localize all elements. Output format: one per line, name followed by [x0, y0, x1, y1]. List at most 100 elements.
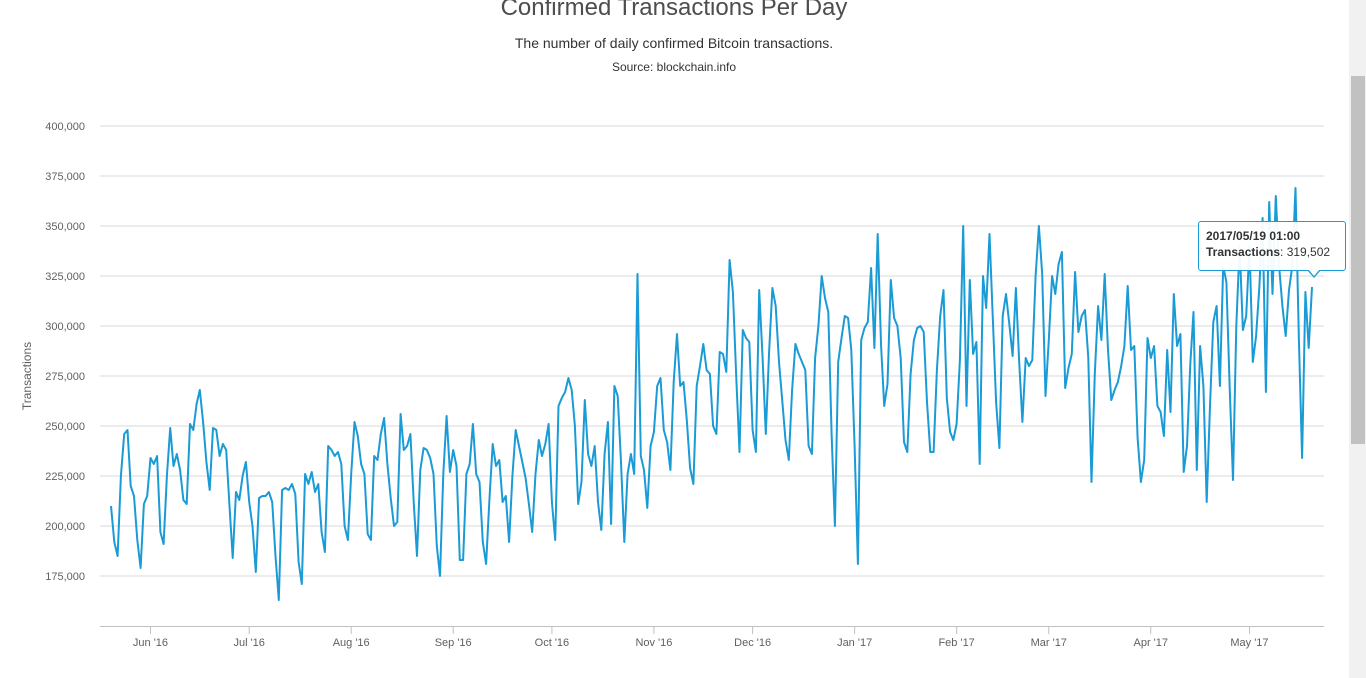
data-point[interactable]: [1182, 470, 1186, 474]
data-point[interactable]: [290, 482, 294, 486]
data-point[interactable]: [902, 440, 906, 444]
data-point[interactable]: [787, 458, 791, 462]
data-point[interactable]: [570, 388, 574, 392]
data-point[interactable]: [1155, 404, 1159, 408]
data-point[interactable]: [586, 452, 590, 456]
data-point[interactable]: [675, 332, 679, 336]
data-point[interactable]: [310, 470, 314, 474]
data-point[interactable]: [471, 422, 475, 426]
data-point[interactable]: [790, 388, 794, 392]
data-point[interactable]: [678, 384, 682, 388]
data-point[interactable]: [122, 432, 126, 436]
data-point[interactable]: [241, 474, 245, 478]
data-point[interactable]: [330, 448, 334, 452]
data-point[interactable]: [1096, 304, 1100, 308]
data-point[interactable]: [721, 352, 725, 356]
data-point[interactable]: [662, 428, 666, 432]
data-point[interactable]: [270, 500, 274, 504]
data-point[interactable]: [1047, 338, 1051, 342]
data-point[interactable]: [1142, 458, 1146, 462]
data-point[interactable]: [1116, 380, 1120, 384]
data-point[interactable]: [701, 342, 705, 346]
data-point[interactable]: [991, 316, 995, 320]
data-point[interactable]: [415, 554, 419, 558]
data-point[interactable]: [803, 368, 807, 372]
data-point[interactable]: [655, 384, 659, 388]
data-point[interactable]: [1172, 292, 1176, 296]
data-point[interactable]: [198, 388, 202, 392]
data-point[interactable]: [984, 306, 988, 310]
data-point[interactable]: [267, 490, 271, 494]
data-point[interactable]: [695, 384, 699, 388]
data-point[interactable]: [593, 444, 597, 448]
data-point[interactable]: [510, 474, 514, 478]
data-point[interactable]: [922, 330, 926, 334]
data-point[interactable]: [1307, 346, 1311, 350]
data-point[interactable]: [527, 502, 531, 506]
data-point[interactable]: [359, 462, 363, 466]
data-point[interactable]: [1109, 398, 1113, 402]
data-point[interactable]: [557, 404, 561, 408]
data-point[interactable]: [237, 498, 241, 502]
data-point[interactable]: [951, 438, 955, 442]
data-point[interactable]: [747, 340, 751, 344]
data-point[interactable]: [1014, 286, 1018, 290]
data-point[interactable]: [770, 286, 774, 290]
data-point[interactable]: [751, 428, 755, 432]
data-point[interactable]: [461, 558, 465, 562]
data-point[interactable]: [1274, 194, 1278, 198]
scrollbar-thumb[interactable]: [1351, 76, 1365, 444]
data-point[interactable]: [231, 556, 235, 560]
data-point[interactable]: [251, 524, 255, 528]
data-point[interactable]: [872, 346, 876, 350]
data-point[interactable]: [688, 466, 692, 470]
data-point[interactable]: [1070, 352, 1074, 356]
data-point[interactable]: [629, 452, 633, 456]
data-point[interactable]: [547, 422, 551, 426]
data-point[interactable]: [168, 426, 172, 430]
data-point[interactable]: [418, 468, 422, 472]
data-point[interactable]: [389, 496, 393, 500]
data-point[interactable]: [109, 504, 113, 508]
data-point[interactable]: [162, 542, 166, 546]
data-point[interactable]: [1241, 328, 1245, 332]
data-point[interactable]: [1113, 388, 1117, 392]
data-point[interactable]: [349, 472, 353, 476]
data-point[interactable]: [139, 566, 143, 570]
data-point[interactable]: [293, 492, 297, 496]
data-point[interactable]: [668, 468, 672, 472]
data-point[interactable]: [774, 304, 778, 308]
data-point[interactable]: [119, 474, 123, 478]
data-point[interactable]: [724, 370, 728, 374]
data-point[interactable]: [863, 326, 867, 330]
data-point[interactable]: [606, 420, 610, 424]
data-point[interactable]: [1310, 285, 1314, 289]
data-point[interactable]: [1060, 250, 1064, 254]
data-point[interactable]: [905, 450, 909, 454]
data-point[interactable]: [208, 488, 212, 492]
data-point[interactable]: [1106, 348, 1110, 352]
data-point[interactable]: [517, 444, 521, 448]
data-point[interactable]: [425, 448, 429, 452]
data-point[interactable]: [767, 350, 771, 354]
data-point[interactable]: [981, 274, 985, 278]
data-point[interactable]: [356, 434, 360, 438]
data-point[interactable]: [221, 442, 225, 446]
data-point[interactable]: [741, 328, 745, 332]
data-point[interactable]: [708, 372, 712, 376]
data-point[interactable]: [869, 266, 873, 270]
data-point[interactable]: [204, 460, 208, 464]
data-point[interactable]: [580, 480, 584, 484]
data-point[interactable]: [576, 502, 580, 506]
data-point[interactable]: [912, 338, 916, 342]
data-point[interactable]: [333, 454, 337, 458]
data-point[interactable]: [1040, 272, 1044, 276]
data-point[interactable]: [530, 530, 534, 534]
data-point[interactable]: [935, 368, 939, 372]
data-point[interactable]: [408, 432, 412, 436]
data-point[interactable]: [563, 390, 567, 394]
data-point[interactable]: [1126, 284, 1130, 288]
data-point[interactable]: [731, 290, 735, 294]
data-point[interactable]: [326, 444, 330, 448]
